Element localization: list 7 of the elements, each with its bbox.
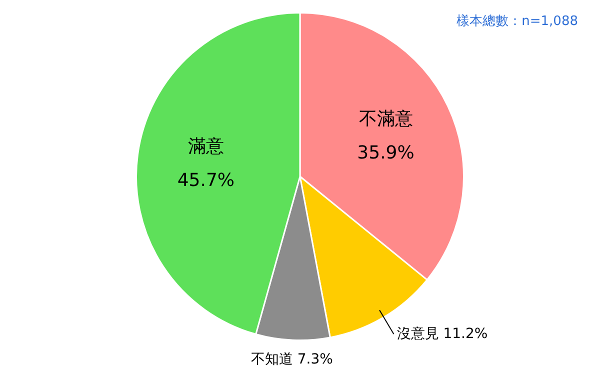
data-label: 45.7%	[177, 170, 234, 192]
slice-label: 滿意	[188, 136, 224, 158]
data-label: 35.9%	[357, 142, 414, 164]
slice-label: 沒意見 11.2%	[396, 326, 488, 342]
slice-label: 不滿意	[358, 108, 413, 130]
slice-label: 不知道 7.3%	[250, 351, 333, 368]
text: 樣本總數：n=1,088	[456, 13, 578, 30]
